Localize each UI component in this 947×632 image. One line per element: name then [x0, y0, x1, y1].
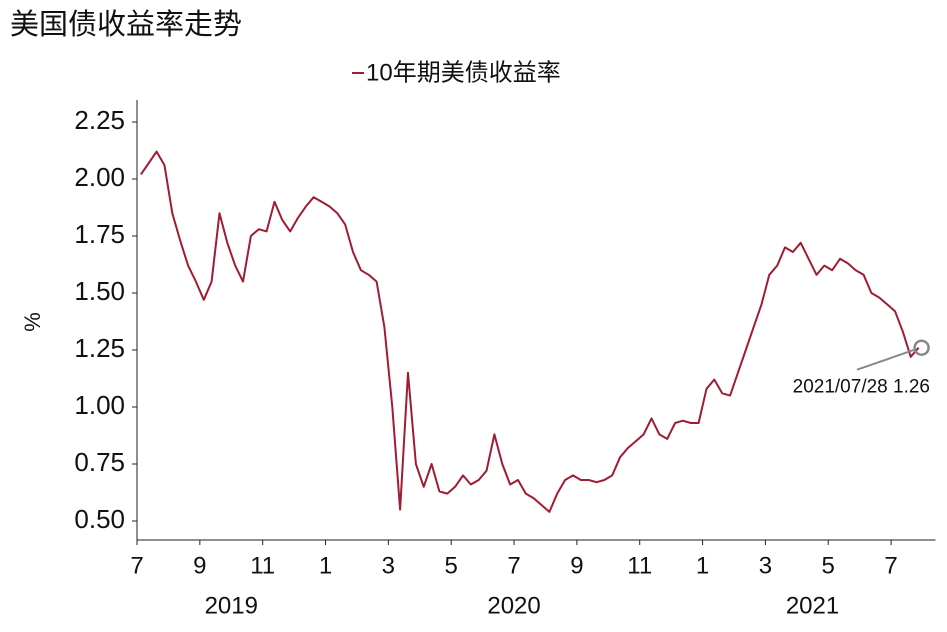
x-tick-label: 1: [696, 552, 709, 579]
y-tick-label: 0.75: [74, 447, 125, 477]
x-tick-label: 9: [570, 552, 583, 579]
y-tick-label: 2.00: [74, 162, 125, 192]
x-group-label: 2021: [786, 592, 839, 619]
y-axis-label: %: [20, 312, 45, 332]
series-line: [140, 150, 920, 513]
x-tick-label: 3: [382, 552, 395, 579]
x-tick-label: 7: [130, 552, 143, 579]
x-tick-label: 5: [445, 552, 458, 579]
chart-title: 美国债收益率走势: [10, 7, 242, 41]
y-tick-label: 1.00: [74, 390, 125, 420]
x-tick-label: 3: [759, 552, 772, 579]
y-tick-label: 1.25: [74, 333, 125, 363]
x-group-label: 2020: [487, 592, 540, 619]
y-tick-label: 0.50: [74, 504, 125, 534]
legend-label: 10年期美债收益率: [366, 59, 561, 86]
x-tick-label: 5: [822, 552, 835, 579]
annotation-text: 2021/07/28 1.26: [793, 377, 930, 398]
x-tick-label: 7: [884, 552, 897, 579]
x-group-label: 2019: [205, 592, 258, 619]
x-tick-label: 9: [193, 552, 206, 579]
annotation-leader: [856, 348, 915, 371]
x-tick-label: 1: [319, 552, 332, 579]
x-tick-label: 11: [627, 552, 652, 579]
y-tick-label: 2.25: [74, 105, 125, 135]
x-tick-label: 7: [507, 552, 520, 579]
y-tick-label: 1.75: [74, 219, 125, 249]
y-tick-label: 1.50: [74, 276, 125, 306]
annotation-marker: [913, 339, 930, 356]
x-tick-label: 11: [250, 552, 275, 579]
